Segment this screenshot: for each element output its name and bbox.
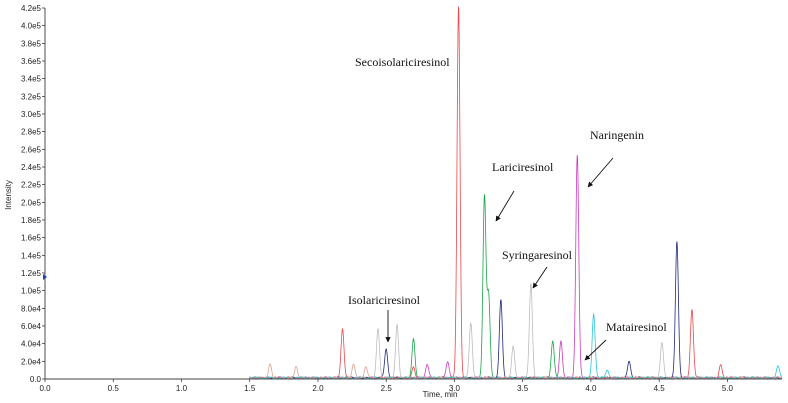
y-axis-ticks: 0.0 2.0e4 4.0e4 6.0e4 8.0e4 1.0e5 1.2e5 1.4e5 1.… (21, 4, 45, 384)
peak-annotation-label: Isolariciresinol (348, 293, 421, 307)
y-tick-label: 2.2e5 (21, 181, 42, 190)
annotation-arrow (584, 339, 607, 361)
y-tick-label: 1.8e5 (21, 216, 42, 225)
x-tick-label: 2.0 (312, 384, 324, 393)
x-tick-label: 5.0 (722, 384, 734, 393)
series-trace (45, 312, 783, 380)
x-tick-label: 3.5 (517, 384, 529, 393)
series-trace (45, 363, 783, 380)
peak-annotation-label: Secoisolariciresinol (355, 55, 450, 69)
x-tick-label: 1.0 (176, 384, 188, 393)
y-tick-label: 3.6e5 (21, 57, 42, 66)
y-tick-label: 4.0e5 (21, 22, 42, 31)
peak-annotation-label: Lariciresinol (492, 160, 554, 174)
y-tick-label: 2.6e5 (21, 145, 42, 154)
y-tick-label: 1.4e5 (21, 251, 42, 260)
y-tick-label: 4.2e5 (21, 4, 42, 13)
x-tick-label: 0.5 (108, 384, 120, 393)
x-axis-ticks: 0.0 0.5 1.0 1.5 2.0 2.5 3.0 3.5 4.0 4.5 5.0 (39, 379, 734, 393)
x-tick-label: 2.5 (381, 384, 393, 393)
annotation-arrow (532, 266, 548, 289)
y-tick-label: 3.8e5 (21, 39, 42, 48)
series-trace (45, 241, 783, 380)
y-tick-label: 2.0e5 (21, 198, 42, 207)
annotation-group: Secoisolariciresinol Lariciresinol Naringe… (348, 55, 667, 361)
x-tick-label: 4.5 (654, 384, 666, 393)
y-tick-label: 4.0e4 (21, 340, 42, 349)
y-tick-label: 3.4e5 (21, 75, 42, 84)
peak-annotation-label: Naringenin (590, 128, 644, 142)
y-tick-label: 6.0e4 (21, 322, 42, 331)
y-tick-label: 1.2e5 (21, 269, 42, 278)
series-trace (45, 194, 783, 380)
annotation-arrow (495, 190, 515, 222)
y-tick-label: 0.0 (30, 375, 42, 384)
y-axis-title: Intensity (4, 180, 13, 210)
y-tick-label: 1.6e5 (21, 234, 42, 243)
y-axis-marker-icon[interactable] (43, 274, 47, 280)
y-tick-label: 2.0e4 (21, 357, 42, 366)
peak-annotation-label: Syringaresinol (502, 248, 573, 262)
y-tick-label: 8.0e4 (21, 304, 42, 313)
x-axis-title: Time, min (423, 390, 458, 399)
x-tick-label: 4.0 (585, 384, 597, 393)
peak-annotation-label: Matairesinol (606, 320, 667, 334)
y-tick-label: 1.0e5 (21, 287, 42, 296)
series-trace (45, 155, 783, 380)
y-tick-label: 2.8e5 (21, 128, 42, 137)
annotation-arrow (587, 157, 614, 188)
y-tick-label: 2.4e5 (21, 163, 42, 172)
y-tick-label: 3.0e5 (21, 110, 42, 119)
x-tick-label: 1.5 (244, 384, 256, 393)
y-tick-label: 3.2e5 (21, 92, 42, 101)
x-tick-label: 3.0 (449, 384, 461, 393)
x-tick-label: 0.0 (39, 384, 51, 393)
